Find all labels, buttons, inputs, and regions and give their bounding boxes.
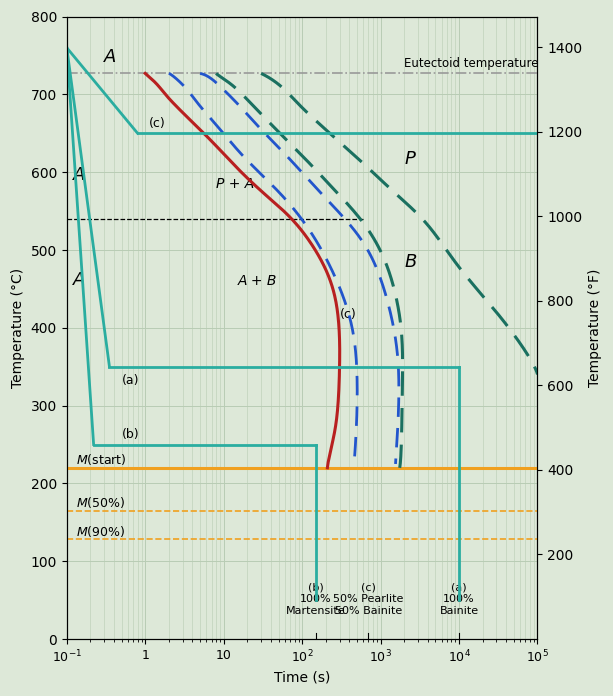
Text: A + B: A + B: [237, 274, 277, 288]
Text: (c)
50% Pearlite
50% Bainite: (c) 50% Pearlite 50% Bainite: [333, 583, 403, 616]
Text: P + A: P + A: [216, 177, 254, 191]
Text: (b)
100%
Martensite: (b) 100% Martensite: [286, 583, 346, 616]
Text: A: A: [104, 48, 116, 65]
Text: P: P: [404, 150, 415, 168]
Text: A: A: [73, 271, 85, 289]
Y-axis label: Temperature (°F): Temperature (°F): [588, 269, 602, 387]
Text: $M$(50%): $M$(50%): [75, 495, 125, 509]
Text: $M$(start): $M$(start): [75, 452, 126, 467]
Y-axis label: Temperature (°C): Temperature (°C): [11, 268, 25, 388]
Text: A: A: [73, 166, 85, 184]
Text: (c): (c): [340, 308, 356, 322]
Text: $M$(90%): $M$(90%): [75, 523, 125, 539]
Text: (b): (b): [121, 428, 139, 441]
Text: B: B: [404, 253, 417, 271]
X-axis label: Time (s): Time (s): [274, 671, 330, 685]
Text: Eutectoid temperature: Eutectoid temperature: [404, 57, 539, 70]
Text: (a)
100%
Bainite: (a) 100% Bainite: [440, 583, 479, 616]
Text: (c): (c): [148, 117, 166, 130]
Text: (a): (a): [121, 374, 139, 387]
